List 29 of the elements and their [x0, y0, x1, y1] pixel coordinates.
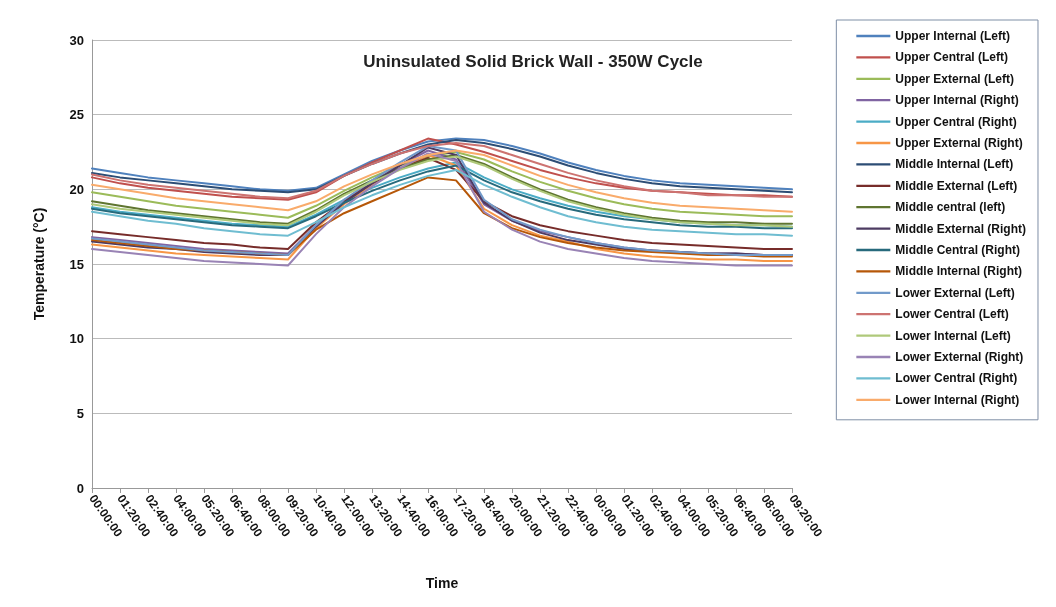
- legend-label: Middle External (Left): [895, 178, 1018, 193]
- legend-label: Middle External (Right): [895, 221, 1026, 236]
- y-tick-label: 20: [69, 181, 84, 197]
- legend-label: Middle central (left): [895, 200, 1006, 215]
- legend-label: Lower Central (Right): [895, 371, 1018, 386]
- y-tick-label: 5: [76, 405, 84, 421]
- y-tick-label: 15: [69, 256, 84, 272]
- legend-label: Lower Internal (Right): [895, 392, 1020, 407]
- legend-label: Upper Central (Right): [895, 114, 1017, 129]
- legend-label: Lower External (Left): [895, 285, 1015, 300]
- line-series: [91, 168, 793, 237]
- legend-label: Upper External (Right): [895, 136, 1023, 150]
- y-tick-label: 10: [69, 331, 84, 347]
- legend-label: Lower Central (Left): [895, 307, 1009, 322]
- legend-label: Upper Internal (Right): [895, 93, 1019, 108]
- y-tick-label: 0: [76, 480, 84, 496]
- legend-label: Middle Internal (Left): [895, 157, 1014, 172]
- y-tick-label: 25: [69, 107, 84, 123]
- legend-label: Lower External (Right): [895, 350, 1024, 364]
- y-tick-label: 30: [69, 32, 84, 48]
- legend-label: Upper Central (Left): [895, 50, 1008, 65]
- legend-label: Middle Central (Right): [895, 243, 1020, 257]
- legend-label: Upper Internal (Left): [895, 29, 1010, 43]
- legend-label: Middle Internal (Right): [895, 264, 1022, 279]
- legend-label: Upper External (Left): [895, 71, 1015, 86]
- y-axis-title: Temperature (°C): [31, 207, 47, 321]
- text: Uninsulated Solid Brick Wall - 350W Cycle: [363, 52, 703, 71]
- x-axis-title: Time: [425, 575, 459, 591]
- legend-label: Lower Internal (Left): [895, 328, 1011, 343]
